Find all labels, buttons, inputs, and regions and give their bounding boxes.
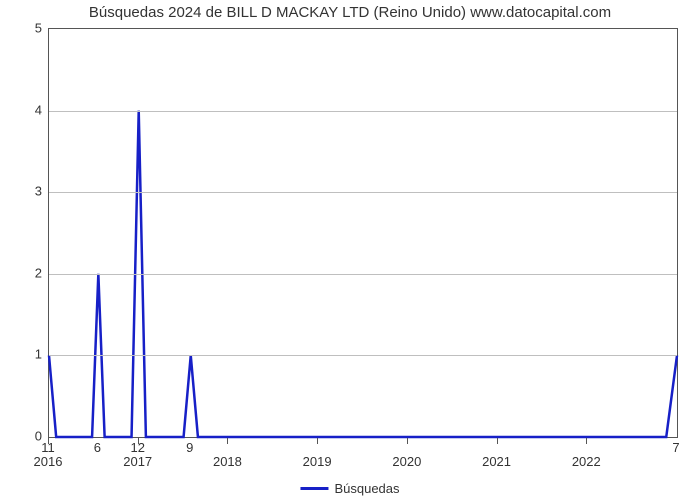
x-tick-mark [586, 438, 587, 444]
count-label: 11 [41, 440, 55, 455]
chart-container: Búsquedas 2024 de BILL D MACKAY LTD (Rei… [0, 0, 700, 500]
x-tick-label: 2020 [392, 454, 421, 469]
legend-swatch [300, 487, 328, 490]
gridline [49, 111, 677, 112]
count-label: 12 [130, 440, 144, 455]
x-tick-label: 2018 [213, 454, 242, 469]
y-tick-label: 4 [2, 102, 42, 117]
legend-label: Búsquedas [334, 481, 399, 496]
line-series-layer [49, 29, 677, 437]
x-tick-mark [407, 438, 408, 444]
x-tick-label: 2021 [482, 454, 511, 469]
x-tick-mark [317, 438, 318, 444]
legend: Búsquedas [300, 481, 399, 496]
x-tick-label: 2022 [572, 454, 601, 469]
plot-area [48, 28, 678, 438]
count-label: 9 [186, 440, 193, 455]
count-label: 7 [672, 440, 679, 455]
gridline [49, 274, 677, 275]
chart-title: Búsquedas 2024 de BILL D MACKAY LTD (Rei… [0, 4, 700, 21]
count-label: 6 [94, 440, 101, 455]
x-tick-label: 2017 [123, 454, 152, 469]
x-tick-label: 2016 [34, 454, 63, 469]
x-tick-mark [227, 438, 228, 444]
y-tick-label: 2 [2, 265, 42, 280]
x-tick-mark [497, 438, 498, 444]
y-tick-label: 5 [2, 21, 42, 36]
gridline [49, 192, 677, 193]
gridline [49, 355, 677, 356]
y-tick-label: 3 [2, 184, 42, 199]
y-tick-label: 1 [2, 347, 42, 362]
x-tick-label: 2019 [303, 454, 332, 469]
y-tick-label: 0 [2, 429, 42, 444]
